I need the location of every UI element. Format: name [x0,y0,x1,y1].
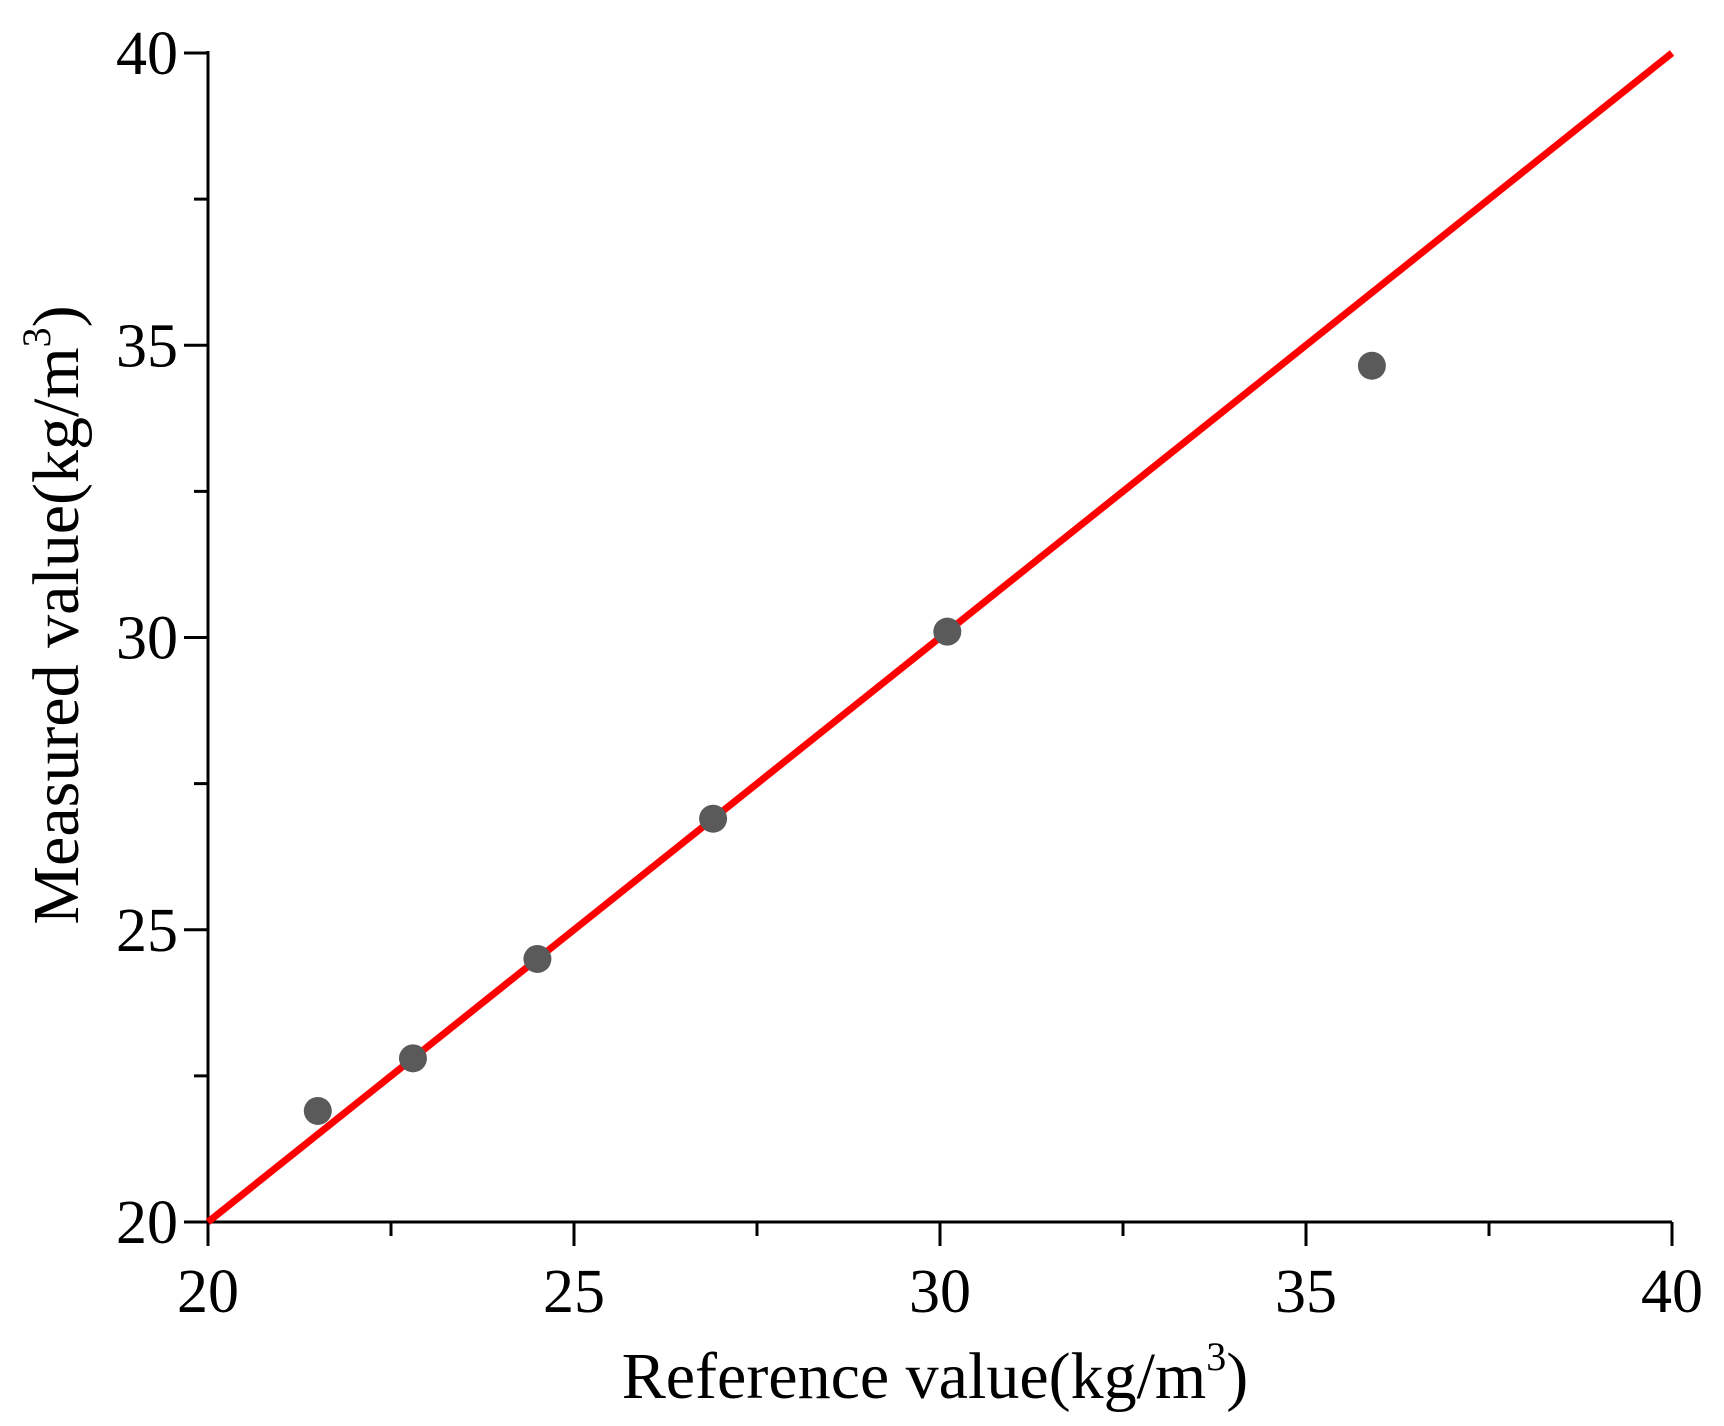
data-point [933,617,962,646]
x-axis-title-text: Reference value(kg/m [622,1340,1207,1413]
data-point [523,944,552,973]
x-tick-label: 40 [1641,1258,1703,1326]
y-tick-label: 20 [116,1189,178,1257]
y-tick-label: 40 [116,20,178,88]
y-axis-title: Measured value(kg/m3) [14,305,93,924]
data-point [398,1044,427,1073]
x-tick-label: 35 [1275,1258,1337,1326]
data-point [1357,351,1386,380]
y-axis-title-close: ) [20,305,93,327]
x-axis-title: Reference value(kg/m3) [622,1334,1249,1413]
x-axis-title-close: ) [1226,1340,1248,1413]
y-tick-label: 35 [116,312,178,380]
x-tick-label: 30 [909,1258,971,1326]
data-point [303,1096,332,1125]
y-tick-label: 30 [116,605,178,673]
x-tick-label: 20 [177,1258,239,1326]
y-axis-title-superscript: 3 [14,327,59,347]
ticks [184,51,1674,1246]
x-tick-label: 25 [543,1258,605,1326]
series-layer [205,50,1675,1225]
data-point [699,804,728,833]
y-tick-label: 25 [116,897,178,965]
x-axis-title-superscript: 3 [1206,1334,1226,1379]
y-axis-title-text: Measured value(kg/m [20,347,93,924]
